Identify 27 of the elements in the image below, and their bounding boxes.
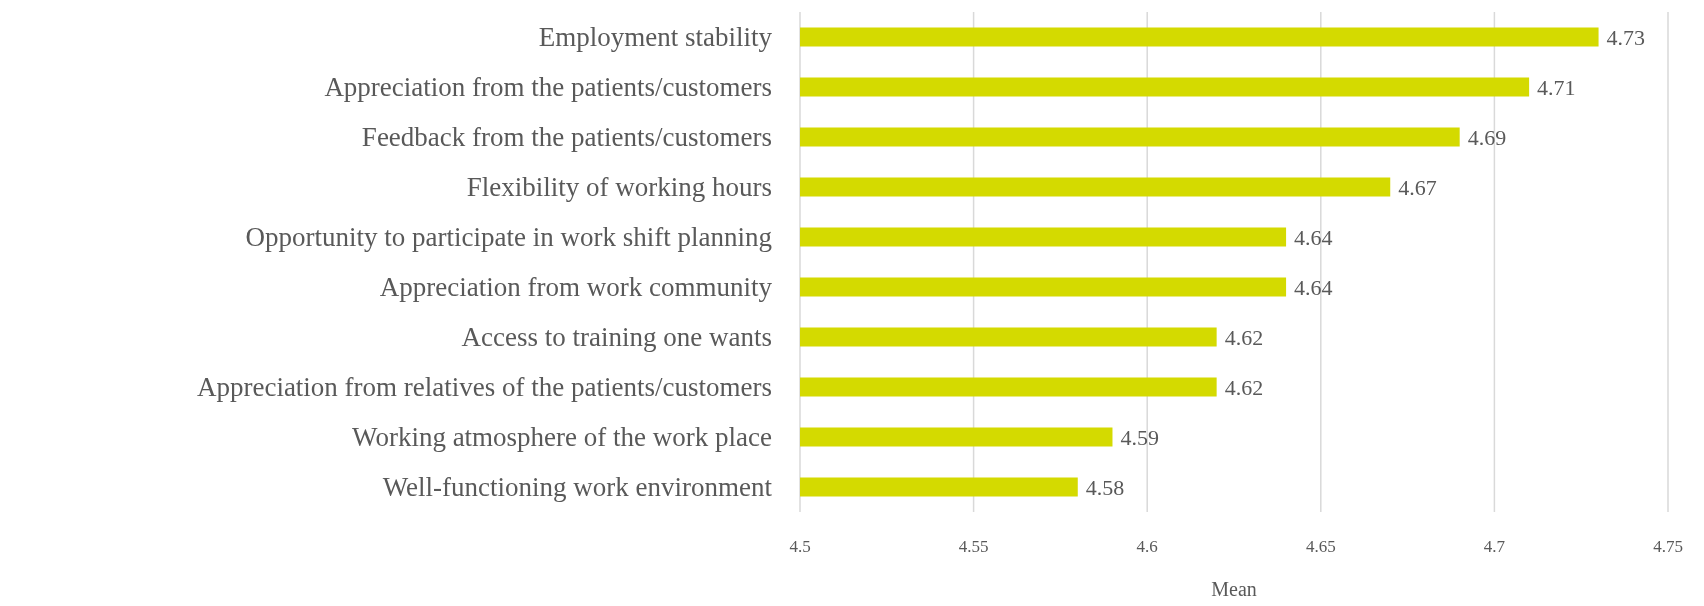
data-label: 4.64 [1294,224,1333,250]
y-tick-label: Appreciation from work community [379,272,773,303]
y-tick-label: Appreciation from the patients/customers [324,72,772,103]
data-label: 4.71 [1537,74,1576,100]
x-tick-label: 4.55 [958,537,989,556]
data-label: 4.69 [1467,124,1507,150]
data-label: 4.58 [1085,474,1125,500]
x-tick-label: 4.75 [1653,537,1683,556]
data-label: 4.62 [1224,324,1264,350]
y-tick-label: Employment stability [538,22,773,53]
y-tick-label: Appreciation from relatives of the patients/customers [196,372,772,403]
y-tick-label: Flexibility of working hours [466,172,772,203]
x-tick-label: 4.65 [1305,537,1336,556]
y-tick-label: Well-functioning work environment [382,472,773,503]
x-axis-title: Mean [1211,578,1257,600]
data-label: 4.73 [1606,24,1646,50]
x-tick-label: 4.6 [1136,537,1158,556]
data-label: 4.59 [1120,424,1159,450]
data-label: 4.67 [1398,174,1437,200]
y-tick-label: Opportunity to participate in work shift planning [245,222,772,253]
y-tick-label: Working atmosphere of the work place [352,422,773,453]
y-tick-label: Feedback from the patients/customers [361,122,772,153]
y-tick-label: Access to training one wants [461,322,772,353]
data-label: 4.62 [1224,374,1264,400]
x-tick-label: 4.7 [1483,537,1506,556]
x-tick-label: 4.5 [789,537,811,556]
data-label: 4.64 [1294,274,1333,300]
